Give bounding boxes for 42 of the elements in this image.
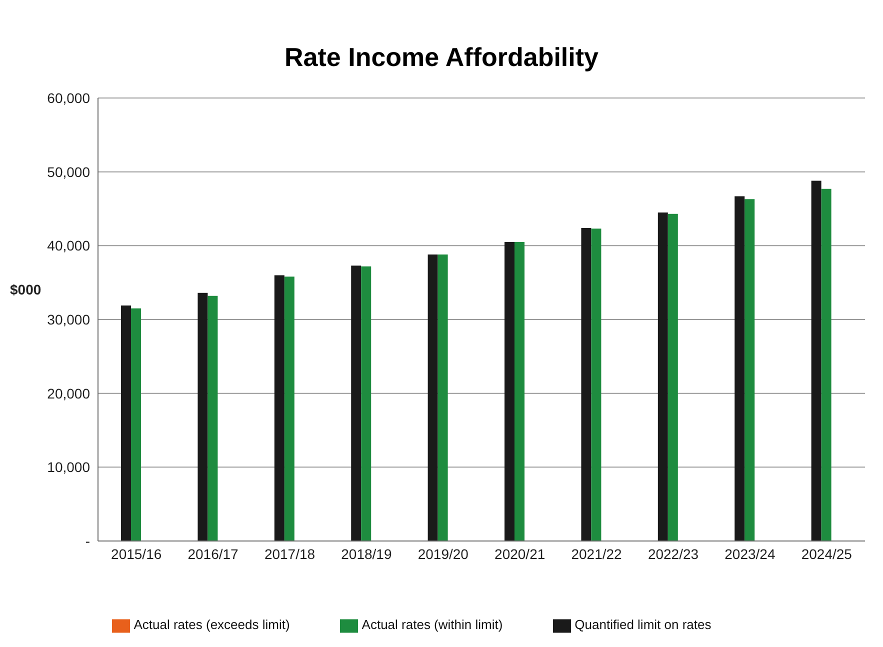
- bar: [274, 275, 284, 541]
- x-tick-label: 2024/25: [801, 546, 852, 562]
- bar: [581, 228, 592, 541]
- bar: [428, 254, 438, 541]
- bar: [361, 266, 372, 541]
- x-tick-label: 2019/20: [418, 546, 469, 562]
- bar: [208, 296, 218, 541]
- legend-label: Actual rates (exceeds limit): [134, 617, 290, 632]
- bar: [591, 228, 602, 541]
- bar: [821, 188, 832, 541]
- x-tick-label: 2015/16: [111, 546, 162, 562]
- bar: [131, 308, 142, 541]
- bar: [351, 266, 362, 541]
- x-tick-label: 2016/17: [188, 546, 239, 562]
- y-tick-label: 60,000: [47, 90, 90, 106]
- x-tick-label: 2020/21: [494, 546, 546, 562]
- bar: [811, 180, 822, 541]
- y-tick-label: 50,000: [47, 164, 90, 180]
- x-tick-label: 2021/22: [571, 546, 622, 562]
- y-tick-label: 10,000: [47, 459, 90, 476]
- y-tick-label: 30,000: [47, 311, 90, 328]
- bar: [514, 242, 525, 541]
- bar: [734, 196, 745, 541]
- bar: [121, 305, 132, 541]
- x-tick-label: 2023/24: [724, 546, 776, 562]
- y-tick-label: 40,000: [47, 238, 90, 254]
- y-tick-label: 20,000: [47, 385, 90, 402]
- bar: [744, 199, 755, 541]
- bar: [668, 214, 678, 541]
- chart-title: Rate Income Affordability: [284, 41, 600, 72]
- bar: [198, 292, 208, 541]
- legend-label: Actual rates (within limit): [362, 617, 503, 632]
- legend-label: Quantified limit on rates: [574, 617, 712, 632]
- bar: [284, 276, 294, 541]
- x-tick-label: 2017/18: [264, 546, 316, 562]
- y-axis-title: $000: [10, 281, 42, 298]
- bar: [504, 242, 515, 541]
- y-tick-label: -: [85, 532, 90, 549]
- x-tick-label: 2018/19: [341, 546, 392, 562]
- bar: [438, 254, 448, 541]
- bar: [658, 212, 668, 541]
- x-tick-label: 2022/23: [648, 546, 699, 562]
